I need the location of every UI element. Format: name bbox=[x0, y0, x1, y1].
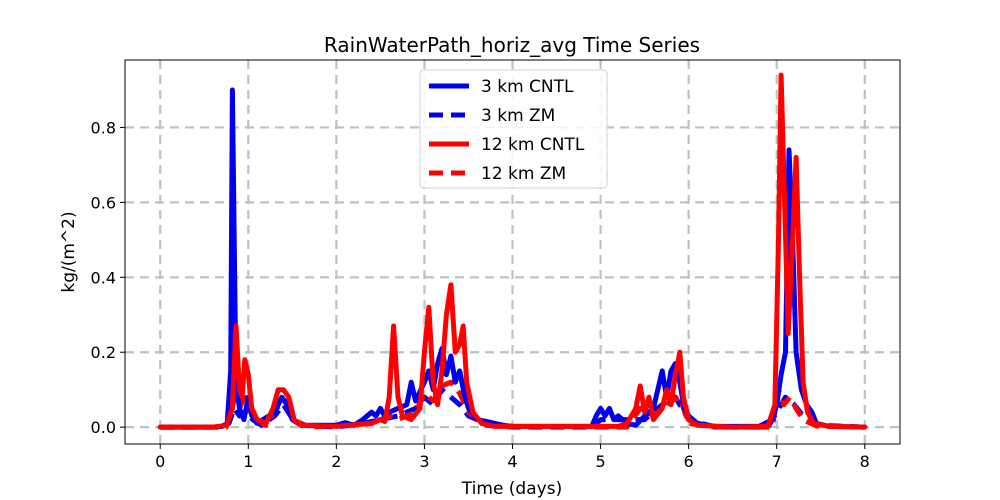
y-tick-label: 0.0 bbox=[91, 418, 116, 437]
x-tick-label: 5 bbox=[595, 452, 605, 471]
series-layer bbox=[157, 72, 868, 430]
y-axis-label: kg/(m^2) bbox=[59, 211, 79, 292]
y-tick-label: 0.8 bbox=[91, 118, 116, 137]
y-tick-label: 0.2 bbox=[91, 343, 116, 362]
x-tick-label: 3 bbox=[419, 452, 429, 471]
legend-label: 12 km ZM bbox=[481, 164, 566, 184]
legend-label: 12 km CNTL bbox=[481, 135, 585, 155]
ticks: 0 1 2 3 4 5 6 7 8 0.0 0.2 0.4 0.6 0.8 bbox=[91, 118, 870, 471]
x-tick-label: 6 bbox=[684, 452, 694, 471]
legend-label: 3 km CNTL bbox=[481, 77, 574, 97]
legend: 3 km CNTL 3 km ZM 12 km CNTL 12 km ZM bbox=[419, 69, 608, 189]
x-tick-label: 2 bbox=[331, 452, 341, 471]
series-line-12-km-cntl bbox=[157, 72, 868, 430]
y-tick-label: 0.6 bbox=[91, 193, 116, 212]
legend-box bbox=[419, 69, 608, 189]
chart-title: RainWaterPath_horiz_avg Time Series bbox=[324, 33, 700, 57]
x-axis-label: Time (days) bbox=[461, 479, 562, 499]
x-tick-label: 4 bbox=[507, 452, 517, 471]
x-tick-label: 7 bbox=[772, 452, 782, 471]
x-tick-label: 8 bbox=[860, 452, 870, 471]
y-tick-label: 0.4 bbox=[91, 268, 116, 287]
legend-label: 3 km ZM bbox=[481, 106, 555, 126]
x-tick-label: 1 bbox=[243, 452, 253, 471]
x-tick-label: 0 bbox=[155, 452, 165, 471]
